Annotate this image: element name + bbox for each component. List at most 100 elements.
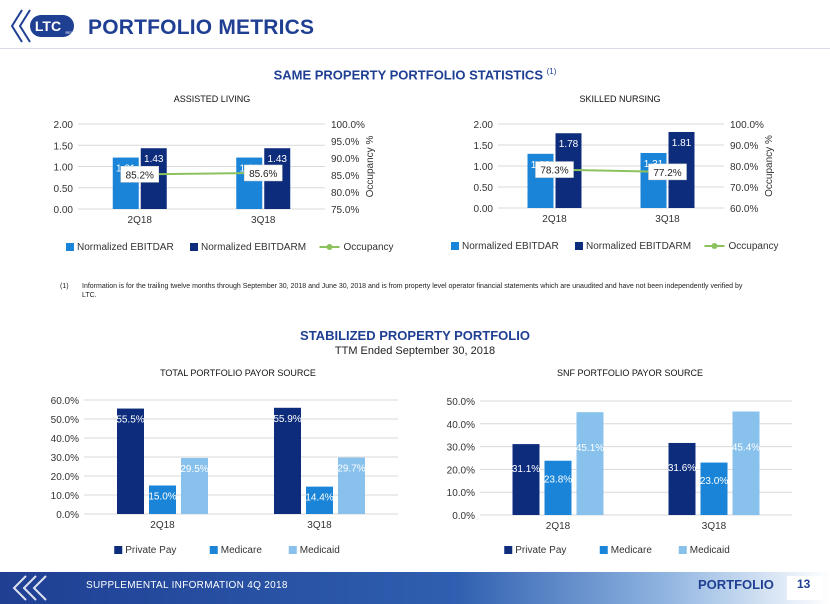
page-title: PORTFOLIO METRICS xyxy=(88,16,315,39)
data-label: 15.0% xyxy=(148,492,176,503)
legend-label: Private Pay xyxy=(125,545,176,556)
title-divider xyxy=(0,48,830,49)
footnote: (1) Information is for the trailing twel… xyxy=(60,282,754,300)
occupancy-line xyxy=(139,171,264,176)
same-property-title: SAME PROPERTY PORTFOLIO STATISTICS (1) xyxy=(200,67,630,82)
bar xyxy=(181,457,208,514)
y2-axis-label: Occupancy % xyxy=(365,136,376,198)
legend-label: Occupancy xyxy=(344,242,394,253)
occupancy-label: 77.2% xyxy=(653,168,681,179)
legend-label: Normalized EBITDAR xyxy=(462,241,559,252)
y-tick-label: 1.00 xyxy=(474,162,494,173)
y-tick-label: 0.00 xyxy=(54,205,74,216)
y-tick-label: 40.0% xyxy=(447,420,475,431)
chart-title: TOTAL PORTFOLIO PAYOR SOURCE xyxy=(160,368,316,378)
y-tick-label: 10.0% xyxy=(51,491,79,502)
bar xyxy=(274,407,301,514)
legend-swatch xyxy=(209,546,218,554)
y2-tick-label: 75.0% xyxy=(331,205,359,216)
y2-axis-label: Occupancy % xyxy=(764,135,775,197)
footer-text: SUPPLEMENTAL INFORMATION 4Q 2018 xyxy=(86,580,288,591)
occupancy-label: 85.6% xyxy=(249,169,277,180)
x-tick-label: 2Q18 xyxy=(546,521,571,532)
data-label: 1.43 xyxy=(144,154,164,165)
data-label: 45.4% xyxy=(732,443,760,454)
footnote-number: (1) xyxy=(60,283,69,290)
y2-tick-label: 100.0% xyxy=(331,120,365,131)
total-payor-chart: TOTAL PORTFOLIO PAYOR SOURCE 0.0% 10.0% 20.… xyxy=(51,368,398,556)
bar xyxy=(306,486,333,514)
legend-label: Normalized EBITDAR xyxy=(77,242,174,253)
x-tick-label: 2Q18 xyxy=(128,215,153,226)
legend-swatch xyxy=(288,546,297,554)
y-tick-label: 2.00 xyxy=(474,120,494,131)
y2-tick-label: 90.0% xyxy=(730,141,758,152)
legend-label: Medicare xyxy=(221,545,263,556)
legend-swatch xyxy=(599,546,608,554)
data-label: 31.1% xyxy=(512,464,540,475)
legend-swatch xyxy=(190,243,198,251)
page-number: 13 xyxy=(797,577,811,591)
y2-tick-label: 60.0% xyxy=(730,204,758,215)
x-tick-label: 3Q18 xyxy=(307,520,332,531)
footnote-ref: (1) xyxy=(546,67,557,76)
logo-text: LTC xyxy=(35,18,61,34)
y-tick-label: 30.0% xyxy=(51,453,79,464)
legend-label: Medicaid xyxy=(300,545,340,556)
chart-title: ASSISTED LIVING xyxy=(174,94,251,104)
occupancy-label: 78.3% xyxy=(540,166,568,177)
y-tick-label: 60.0% xyxy=(51,396,79,407)
legend-label: Private Pay xyxy=(515,545,566,556)
y-tick-label: 0.0% xyxy=(56,510,79,521)
data-label: 55.5% xyxy=(116,415,144,426)
data-label: 1.43 xyxy=(268,154,288,165)
y-tick-label: 20.0% xyxy=(447,465,475,476)
logo-subtext: REIT xyxy=(65,30,75,35)
y2-tick-label: 85.0% xyxy=(331,171,359,182)
legend-label: Medicare xyxy=(611,545,653,556)
bar xyxy=(732,411,760,515)
y-tick-label: 0.00 xyxy=(474,204,494,215)
occupancy-label-box xyxy=(648,163,687,181)
y-tick-label: 30.0% xyxy=(447,443,475,454)
occupancy-label-box xyxy=(535,161,574,178)
same-property-title-text: SAME PROPERTY PORTFOLIO STATISTICS xyxy=(273,67,543,83)
data-label: 31.6% xyxy=(668,463,696,474)
y-tick-label: 10.0% xyxy=(447,488,475,499)
legend-label: Occupancy xyxy=(729,241,779,252)
x-tick-label: 2Q18 xyxy=(150,520,175,531)
occupancy-label: 85.2% xyxy=(126,170,154,181)
data-label: 1.81 xyxy=(672,138,692,149)
bar xyxy=(700,462,728,515)
legend-label: Normalized EBITDARM xyxy=(586,241,691,252)
data-label: 23.0% xyxy=(700,476,728,487)
bar xyxy=(576,412,604,515)
legend-swatch xyxy=(451,242,459,250)
legend-swatch xyxy=(575,242,583,250)
data-label: 45.1% xyxy=(576,443,604,454)
footer-band xyxy=(0,572,830,604)
bar xyxy=(544,460,572,515)
assisted-living-chart: ASSISTED LIVING 0.00 0.50 1.00 1.50 2.00 75.0%… xyxy=(54,94,394,253)
y-tick-label: 50.0% xyxy=(447,397,475,408)
data-label: 1.78 xyxy=(559,139,579,150)
y-tick-label: 0.50 xyxy=(474,183,494,194)
y2-tick-label: 80.0% xyxy=(730,162,758,173)
stabilized-title: STABILIZED PROPERTY PORTFOLIO xyxy=(300,328,530,343)
legend-swatch xyxy=(678,546,687,554)
bar xyxy=(338,457,365,514)
data-label: 29.7% xyxy=(337,464,365,475)
bar xyxy=(640,152,667,208)
chart-title: SKILLED NURSING xyxy=(579,94,660,104)
legend-swatch xyxy=(504,546,513,554)
y-tick-label: 0.0% xyxy=(452,511,475,522)
data-label: 14.4% xyxy=(305,493,333,504)
x-tick-label: 3Q18 xyxy=(702,521,727,532)
bar xyxy=(117,408,144,514)
legend-swatch xyxy=(66,243,74,251)
y-tick-label: 50.0% xyxy=(51,415,79,426)
ltc-logo: LTC REIT xyxy=(10,9,75,43)
y2-tick-label: 80.0% xyxy=(331,188,359,199)
x-tick-label: 2Q18 xyxy=(542,214,567,225)
stabilized-subtitle: TTM Ended September 30, 2018 xyxy=(334,345,496,357)
